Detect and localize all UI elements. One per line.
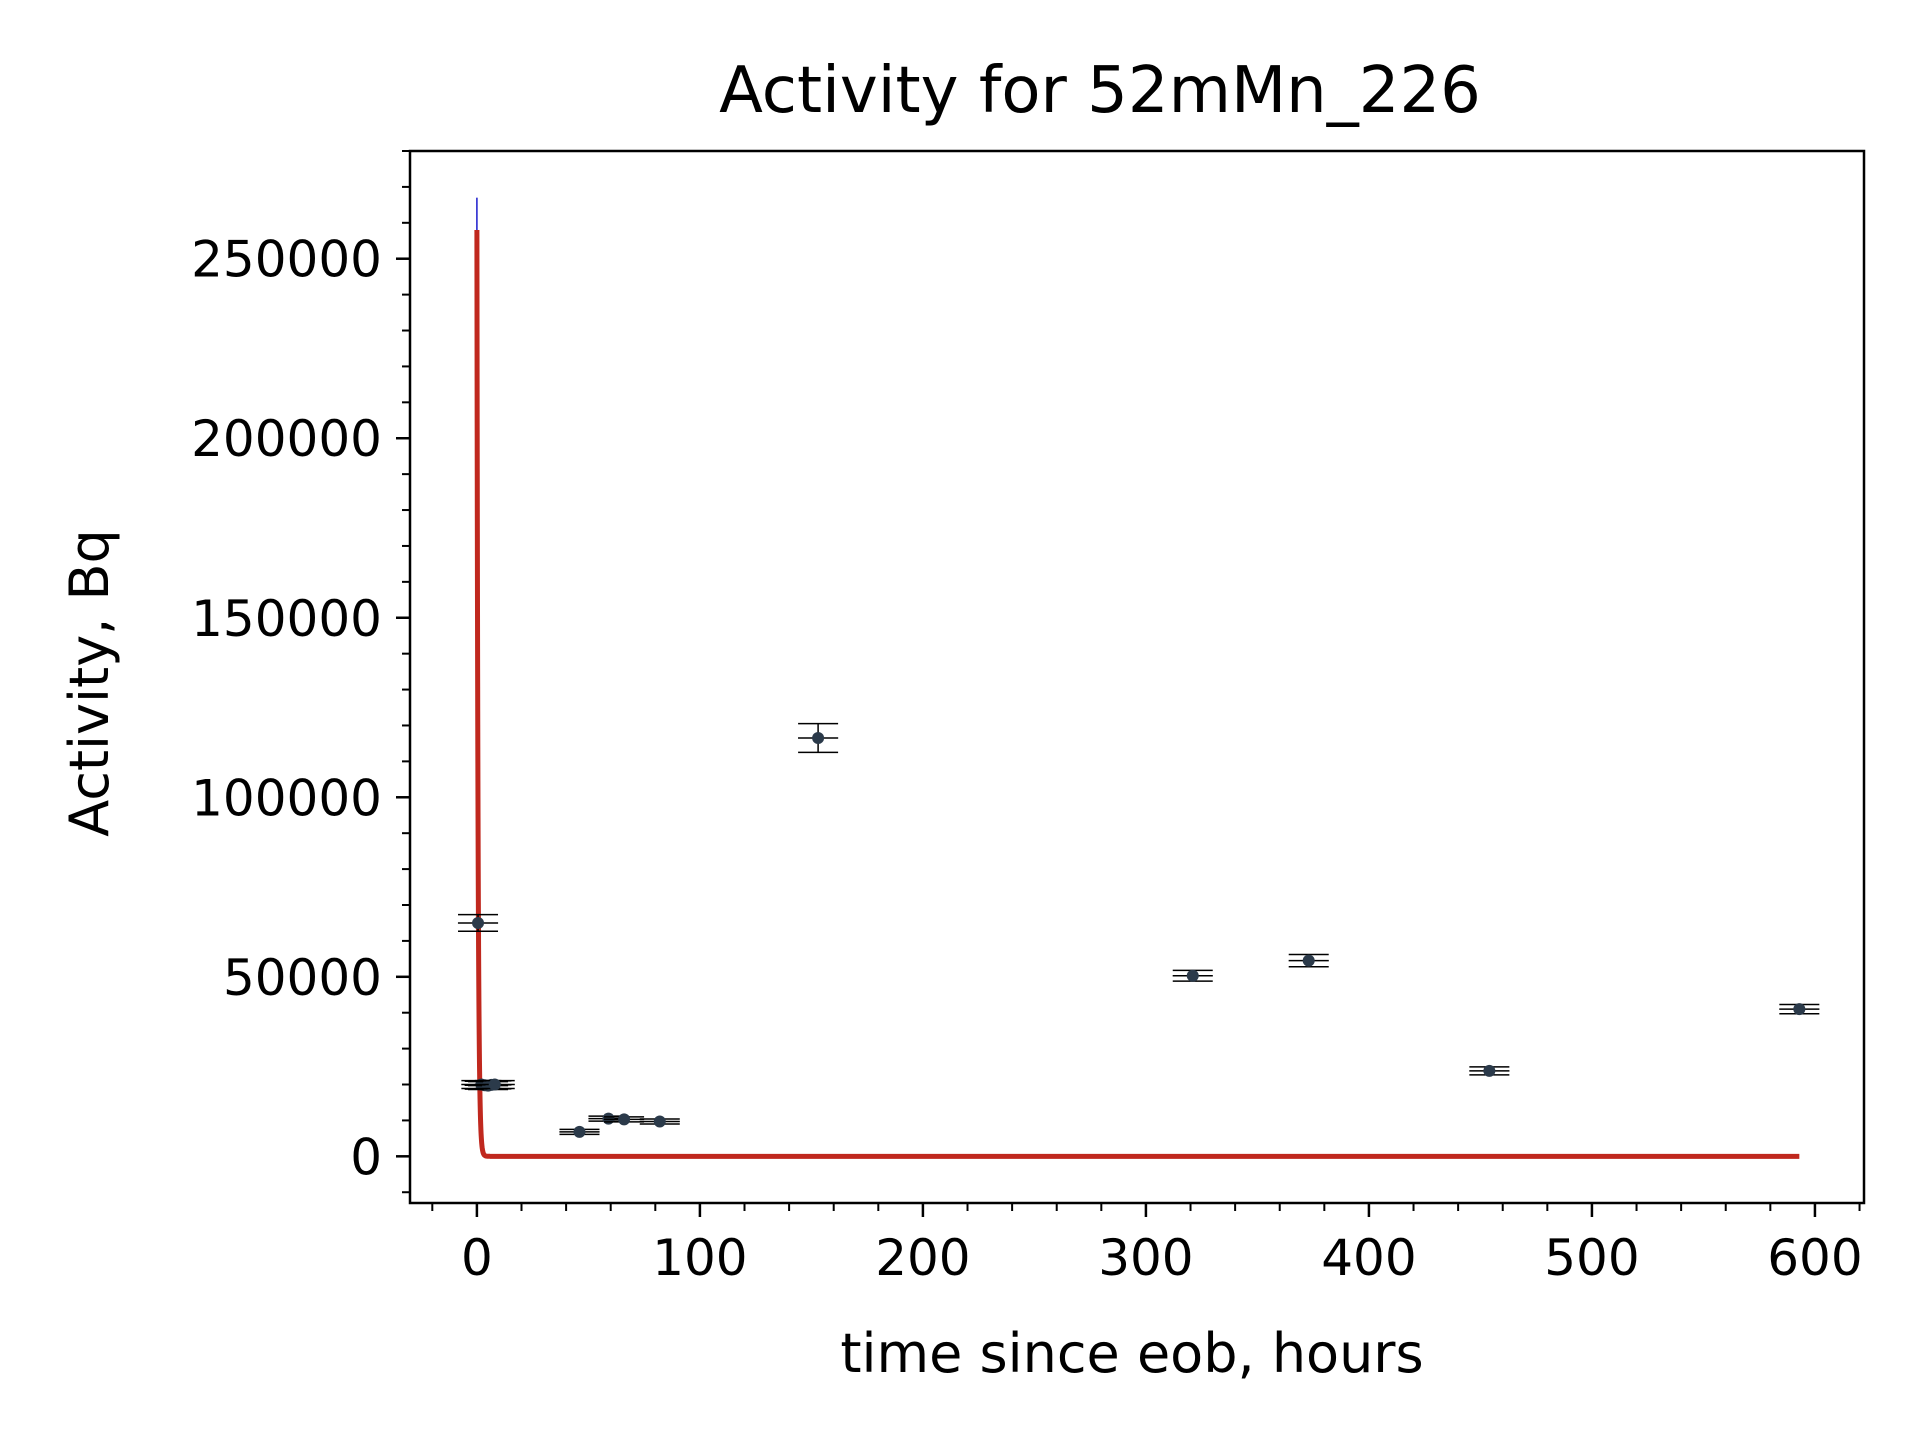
x-tick-label: 200	[875, 1229, 970, 1287]
fit-curve	[474, 229, 1800, 1159]
y-tick-label: 150000	[191, 590, 382, 648]
x-tick-label: 300	[1098, 1229, 1193, 1287]
y-axis-label: Activity, Bq	[58, 529, 121, 837]
data-point-group	[559, 1125, 600, 1138]
x-tick-label: 400	[1321, 1229, 1416, 1287]
data-point	[812, 732, 825, 745]
data-point-group	[457, 913, 499, 932]
data-point-group	[1172, 969, 1213, 982]
data-point-group	[639, 1115, 680, 1128]
x-tick-label: 500	[1544, 1229, 1639, 1287]
data-point	[472, 916, 485, 929]
data-point	[573, 1125, 586, 1138]
plot-area	[457, 197, 1820, 1159]
data-point	[1793, 1003, 1806, 1016]
data-point-group	[798, 722, 839, 754]
data-point-group	[1469, 1064, 1510, 1077]
data-point-group	[474, 1078, 515, 1091]
data-point	[1186, 969, 1199, 982]
y-axis-ticks: 0 50000 100000 150000 200000 250000	[191, 150, 410, 1194]
data-point-group	[604, 1113, 645, 1126]
data-point-group	[1288, 953, 1329, 968]
y-tick-label: 50000	[223, 949, 382, 1007]
y-tick-label: 200000	[191, 410, 382, 468]
x-axis-ticks: 0 100 200 300 400 500 600	[431, 1203, 1863, 1287]
x-tick-label: 0	[461, 1229, 493, 1287]
y-tick-label: 100000	[191, 769, 382, 827]
x-tick-label: 100	[652, 1229, 747, 1287]
data-point-group	[1779, 1003, 1820, 1016]
x-axis-label: time since eob, hours	[840, 1322, 1423, 1385]
data-point	[618, 1113, 631, 1126]
y-tick-label: 0	[350, 1128, 382, 1186]
data-point	[653, 1115, 666, 1128]
data-point	[1302, 954, 1315, 967]
chart-title: Activity for 52mMn_226	[719, 54, 1481, 128]
y-tick-label: 250000	[191, 231, 382, 289]
plot-frame	[408, 149, 1866, 1205]
data-point	[488, 1078, 501, 1091]
data-point	[1483, 1064, 1496, 1077]
x-tick-label: 600	[1767, 1229, 1862, 1287]
